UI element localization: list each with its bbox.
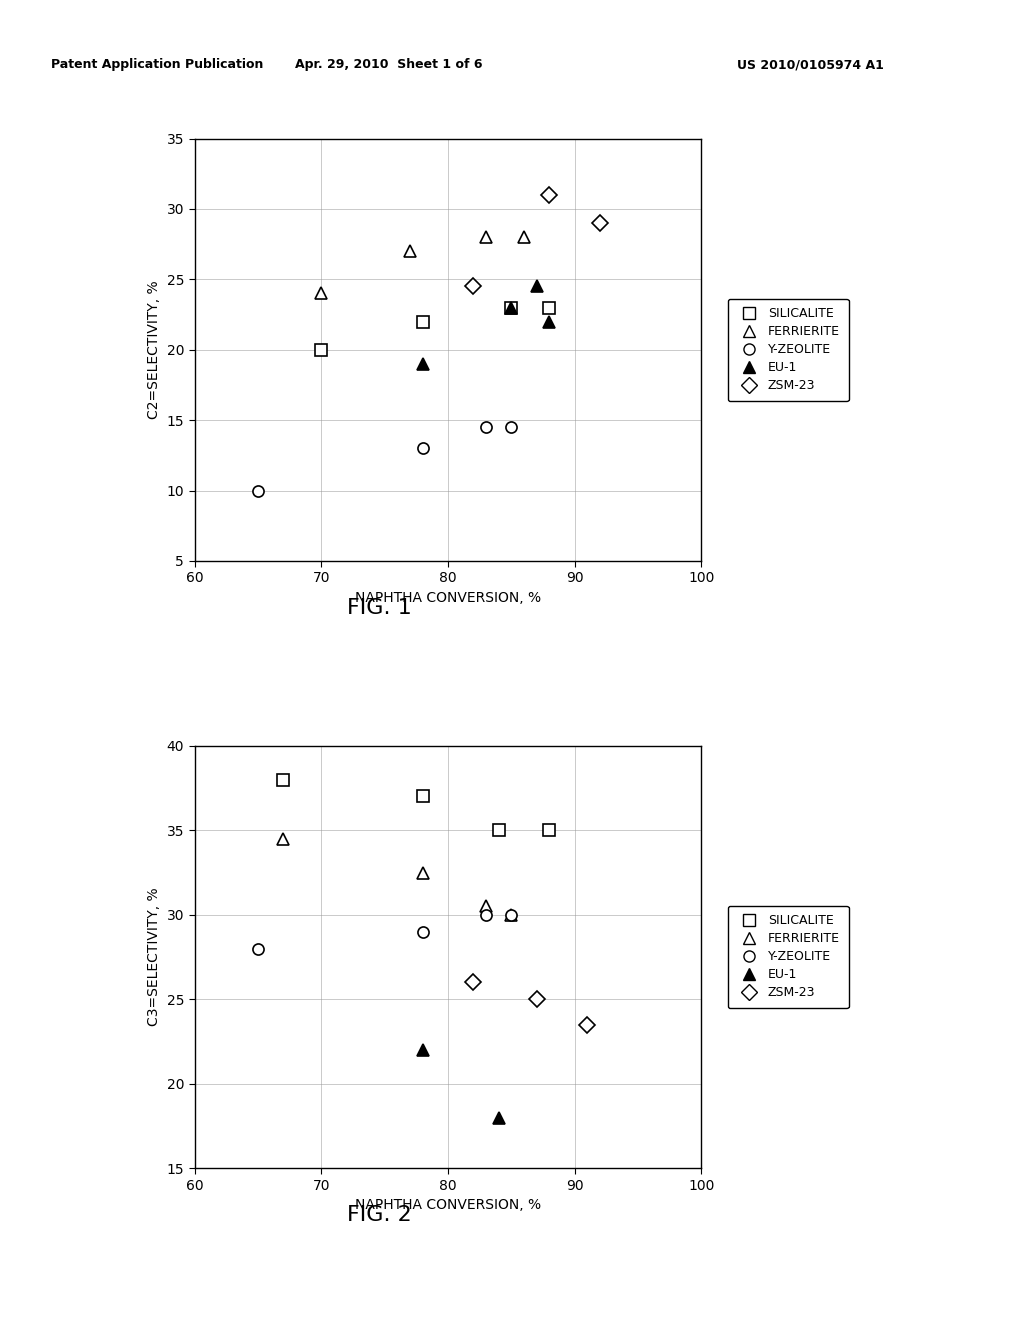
Text: US 2010/0105974 A1: US 2010/0105974 A1 [737,58,884,71]
Text: FIG. 2: FIG. 2 [346,1205,412,1225]
Text: Patent Application Publication: Patent Application Publication [51,58,263,71]
Y-axis label: C3=SELECTIVITY, %: C3=SELECTIVITY, % [147,887,161,1027]
X-axis label: NAPHTHA CONVERSION, %: NAPHTHA CONVERSION, % [355,1199,541,1212]
Y-axis label: C2=SELECTIVITY, %: C2=SELECTIVITY, % [147,280,161,420]
Legend: SILICALITE, FERRIERITE, Y-ZEOLITE, EU-1, ZSM-23: SILICALITE, FERRIERITE, Y-ZEOLITE, EU-1,… [728,906,849,1008]
Legend: SILICALITE, FERRIERITE, Y-ZEOLITE, EU-1, ZSM-23: SILICALITE, FERRIERITE, Y-ZEOLITE, EU-1,… [728,298,849,401]
Text: FIG. 1: FIG. 1 [346,598,412,618]
X-axis label: NAPHTHA CONVERSION, %: NAPHTHA CONVERSION, % [355,591,541,605]
Text: Apr. 29, 2010  Sheet 1 of 6: Apr. 29, 2010 Sheet 1 of 6 [295,58,483,71]
